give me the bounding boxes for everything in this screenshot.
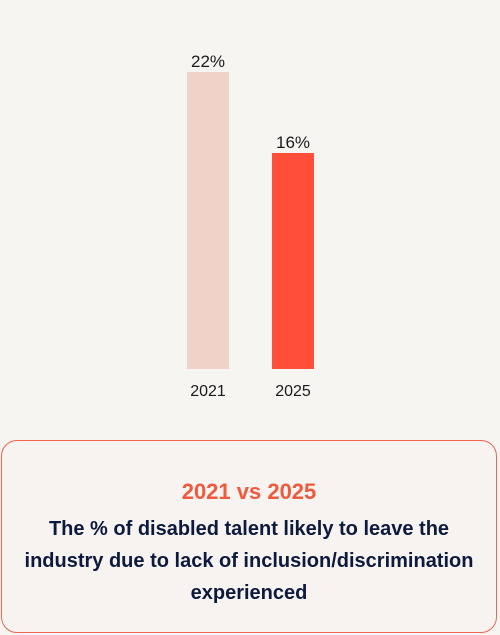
bar-chart: 22% 2021 16% 2025 <box>187 52 314 400</box>
bar-2025 <box>272 153 314 369</box>
category-label-2025: 2025 <box>275 383 311 400</box>
bar-2021 <box>187 72 229 369</box>
value-label-2021: 22% <box>191 52 225 71</box>
caption-text: The % of disabled talent likely to leave… <box>24 518 474 604</box>
caption-heading: 2021 vs 2025 <box>181 479 317 504</box>
caption-card: 2021 vs 2025 The % of disabled talent li… <box>1 440 497 633</box>
category-label-2021: 2021 <box>190 383 226 400</box>
value-label-2025: 16% <box>276 133 310 152</box>
